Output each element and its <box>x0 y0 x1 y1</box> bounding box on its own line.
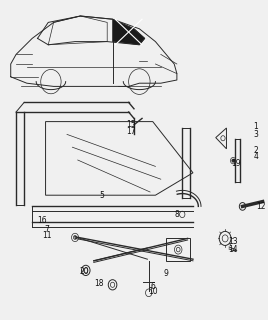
Circle shape <box>232 159 234 162</box>
Text: 4: 4 <box>254 152 258 161</box>
Text: 2: 2 <box>254 146 258 155</box>
Text: 7: 7 <box>44 225 49 234</box>
Text: 5: 5 <box>99 191 104 200</box>
Text: 19: 19 <box>231 159 241 168</box>
Text: 17: 17 <box>126 127 136 136</box>
Text: 15: 15 <box>126 120 136 129</box>
Text: 12: 12 <box>256 202 266 211</box>
Text: 18: 18 <box>94 279 104 288</box>
Text: 9: 9 <box>164 269 169 278</box>
Text: 6: 6 <box>150 282 155 291</box>
Text: 11: 11 <box>42 231 52 240</box>
Text: 3: 3 <box>254 130 258 139</box>
Text: 16: 16 <box>37 216 46 225</box>
Text: 20: 20 <box>80 268 89 276</box>
Text: 10: 10 <box>148 287 158 296</box>
Polygon shape <box>113 19 145 45</box>
Text: 8: 8 <box>174 210 179 219</box>
Bar <box>166 238 190 261</box>
Text: 13: 13 <box>228 237 238 246</box>
Text: 1: 1 <box>254 122 258 131</box>
Text: 14: 14 <box>228 245 238 254</box>
